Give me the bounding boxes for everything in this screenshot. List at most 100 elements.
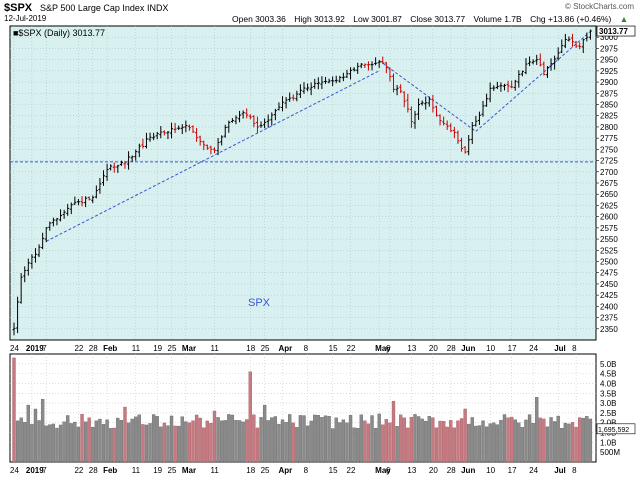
ohlc-bar	[41, 232, 45, 250]
ohlc-bar	[80, 196, 84, 207]
volume-bar	[542, 418, 546, 463]
ohlc-bar	[574, 40, 578, 49]
volume-bar	[506, 417, 510, 463]
x-tick-label: 13	[407, 466, 416, 475]
x-tick-label: 6	[386, 466, 391, 475]
volume-bar	[130, 418, 134, 463]
volume-bar	[585, 416, 589, 463]
ohlc-bar	[187, 124, 191, 131]
x-tick-label: 24	[10, 344, 19, 353]
price-tick-label: 2700	[600, 168, 618, 177]
volume-bar	[449, 420, 453, 463]
ohlc-bar	[23, 266, 27, 283]
x-tick-label: Mar	[182, 344, 196, 353]
ohlc-bar	[127, 151, 131, 170]
volume-bar	[588, 418, 593, 463]
ohlc-bar	[198, 135, 202, 146]
volume-bar	[535, 397, 539, 463]
ohlc-bar	[377, 60, 381, 68]
ohlc-bar	[356, 62, 360, 74]
volume-bar	[567, 423, 571, 463]
ohlc-bar	[467, 135, 471, 156]
ohlc-bar	[567, 36, 571, 42]
volume-bar	[334, 417, 338, 463]
x-tick-label: Jul	[554, 344, 566, 353]
volume-tick-label: 500M	[600, 448, 620, 457]
ohlc-bar	[162, 130, 166, 136]
volume-bar	[578, 417, 582, 463]
volume-bar	[438, 420, 442, 463]
volume-bar	[173, 425, 177, 463]
volume-bar	[26, 404, 30, 463]
volume-bar	[151, 414, 156, 463]
ohlc-bar	[137, 143, 141, 158]
volume-bar	[105, 419, 109, 463]
volume-bar	[98, 418, 102, 463]
ohlc-bar	[585, 32, 589, 42]
ohlc-bar	[306, 83, 310, 92]
ohlc-bar	[19, 273, 23, 304]
volume-bar	[223, 420, 227, 463]
ohlc-bar	[556, 47, 560, 61]
ohlc-bar	[76, 198, 80, 206]
ohlc-bar	[331, 76, 335, 87]
volume-bar	[19, 417, 23, 463]
ohlc-bar	[26, 258, 30, 276]
volume-bar	[216, 417, 220, 463]
ohlc-bar	[327, 78, 331, 84]
volume-bar	[202, 427, 206, 463]
ohlc-bar	[130, 155, 134, 162]
ohlc-bar	[442, 116, 446, 126]
volume-bar	[80, 414, 84, 463]
volume-bar	[345, 422, 349, 463]
volume-bar	[474, 425, 478, 463]
volume-bar	[313, 414, 317, 463]
price-tick-label: 2675	[600, 179, 618, 188]
volume-bar	[513, 419, 517, 463]
volume-bar	[44, 425, 48, 463]
x-tick-label: 20	[429, 344, 438, 353]
volume-bar	[348, 415, 353, 463]
high-value: High 3013.92	[294, 14, 345, 24]
volume-bar	[109, 428, 113, 463]
ohlc-bar	[420, 100, 424, 106]
x-tick-label: Feb	[103, 466, 117, 475]
spx-watermark: SPX	[248, 297, 271, 309]
volume-bar	[399, 414, 403, 463]
ohlc-bar	[234, 115, 238, 125]
x-tick-label: 25	[261, 344, 270, 353]
price-tick-label: 2875	[600, 89, 618, 98]
close-value: Close 3013.77	[410, 14, 466, 24]
volume-bar	[434, 427, 439, 463]
ohlc-bar	[288, 92, 292, 102]
volume-tick-label: 2.0B	[600, 419, 616, 428]
ohlc-bar	[449, 123, 453, 133]
volume-bar	[245, 419, 249, 463]
ohlc-bar	[409, 106, 413, 128]
ohlc-bar	[273, 108, 277, 121]
low-value: Low 3001.87	[353, 14, 402, 24]
volume-bar	[266, 420, 270, 463]
ohlc-bar	[281, 96, 285, 112]
volume-bar	[180, 416, 184, 463]
volume-bar	[248, 371, 252, 463]
ohlc-bar	[66, 203, 70, 216]
ohlc-bar	[463, 146, 467, 154]
ohlc-bar	[485, 93, 489, 107]
x-tick-label: 22	[347, 344, 356, 353]
ohlc-bar	[388, 67, 392, 82]
ohlc-bar	[195, 128, 199, 142]
volume-bar	[194, 414, 199, 463]
x-tick-label: Apr	[279, 344, 293, 353]
x-tick-label: 10	[486, 466, 495, 475]
ohlc-bar	[48, 221, 52, 231]
volume-bar	[62, 421, 66, 463]
volume-bar	[316, 415, 320, 463]
volume-tick-label: 3.5B	[600, 389, 616, 398]
price-legend: ■$SPX (Daily) 3013.77	[13, 28, 105, 38]
x-tick-label: 28	[89, 344, 98, 353]
ohlc-bar	[413, 110, 417, 129]
volume-bar	[456, 420, 460, 463]
ohlc-bar	[456, 130, 460, 144]
volume-bar	[467, 423, 471, 463]
